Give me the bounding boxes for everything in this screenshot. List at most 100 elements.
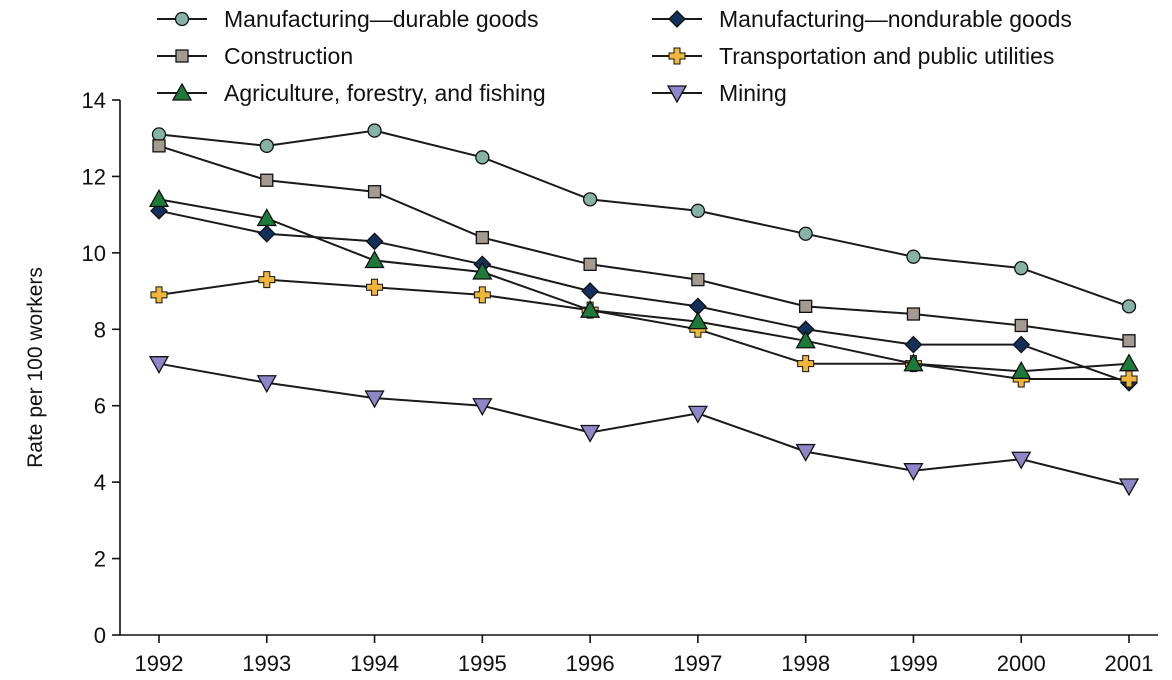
x-axis-ticks: 1992 1993 1994 1995 1996 1997 1998 1999 2000 2001	[135, 635, 1154, 676]
series-layer	[148, 123, 1140, 497]
x-tick-label: 1998	[781, 651, 830, 676]
data-point	[691, 272, 705, 287]
x-tick-label: 2001	[1105, 651, 1154, 676]
data-point	[1122, 334, 1136, 348]
legend-label: Agriculture, forestry, and fishing	[224, 80, 546, 106]
data-point	[797, 355, 815, 373]
series-manufacturing-durable-goods	[151, 123, 1137, 314]
data-point	[475, 230, 489, 245]
data-point	[579, 299, 601, 318]
y-tick-label: 14	[82, 88, 106, 113]
data-point	[364, 250, 385, 269]
data-point	[259, 138, 274, 154]
y-tick-label: 10	[82, 241, 106, 266]
data-point	[581, 282, 600, 300]
data-point	[1011, 451, 1032, 470]
data-point	[795, 443, 816, 462]
x-tick-label: 1999	[889, 651, 938, 676]
data-point	[366, 278, 384, 296]
data-point	[148, 356, 170, 375]
legend-marker	[668, 47, 686, 65]
y-tick-label: 4	[94, 470, 106, 495]
data-point	[903, 353, 924, 372]
series-line	[158, 278, 1129, 380]
data-point	[798, 226, 813, 241]
legend-marker	[174, 11, 190, 27]
data-point	[799, 299, 813, 314]
legend-item: Mining	[652, 80, 787, 106]
series-line	[158, 362, 1130, 487]
series-construction	[152, 139, 1136, 348]
legend-marker	[666, 85, 688, 104]
legend-item: Manufacturing—nondurable goods	[652, 6, 1072, 32]
data-point	[148, 189, 170, 208]
x-tick-label: 1996	[566, 651, 615, 676]
data-point	[1012, 335, 1031, 354]
data-point	[906, 307, 921, 321]
data-point	[687, 311, 709, 330]
data-point	[906, 249, 921, 264]
data-point	[687, 405, 709, 424]
x-tick-label: 2000	[997, 651, 1046, 676]
legend-item: Agriculture, forestry, and fishing	[157, 80, 546, 106]
data-point	[904, 335, 923, 354]
data-point	[364, 390, 385, 409]
data-point	[473, 286, 491, 304]
data-point	[367, 185, 382, 199]
series-line	[158, 144, 1130, 342]
series-line	[158, 209, 1130, 384]
data-point	[151, 127, 167, 142]
data-point	[1120, 370, 1138, 388]
series-agriculture-forestry-and-fishing	[148, 189, 1140, 379]
x-tick-label: 1997	[673, 651, 722, 676]
data-point	[690, 203, 706, 218]
x-tick-label: 1993	[242, 651, 291, 676]
legend-item: Transportation and public utilities	[652, 43, 1054, 69]
y-tick-label: 6	[94, 394, 106, 419]
y-tick-label: 0	[94, 623, 106, 648]
y-tick-label: 8	[94, 317, 106, 342]
data-point	[256, 375, 277, 394]
series-line	[158, 129, 1130, 308]
legend-marker	[668, 10, 686, 28]
data-point	[472, 261, 493, 280]
series-manufacturing-nondurable-goods	[150, 201, 1138, 392]
data-point	[582, 192, 598, 207]
legend-label: Mining	[719, 80, 787, 106]
axes: 0 2 4 6 8 10 12 14 1992 1993 1994 1995 1996 1997 1998…	[24, 88, 1158, 676]
legend-label: Manufacturing—nondurable goods	[719, 6, 1072, 32]
legend-label: Manufacturing—durable goods	[224, 6, 539, 32]
series-mining	[148, 356, 1140, 497]
legend: Manufacturing—durable goods Manufacturing…	[157, 6, 1072, 106]
data-point	[903, 463, 924, 482]
y-axis-ticks: 0 2 4 6 8 10 12 14	[82, 88, 120, 648]
data-point	[1118, 478, 1140, 497]
x-tick-label: 1995	[458, 651, 507, 676]
y-tick-label: 2	[94, 547, 106, 572]
data-point	[472, 398, 493, 417]
data-point	[1014, 318, 1028, 333]
x-tick-label: 1994	[350, 651, 399, 676]
data-point	[475, 150, 490, 165]
data-point	[583, 257, 597, 271]
data-point	[1121, 299, 1137, 314]
data-point	[1118, 353, 1140, 372]
legend-marker	[171, 82, 193, 101]
data-point	[365, 232, 384, 251]
data-point	[795, 330, 816, 349]
data-point	[367, 123, 382, 138]
series-line	[158, 198, 1130, 373]
legend-label: Construction	[224, 43, 353, 69]
data-point	[257, 224, 276, 243]
y-tick-label: 12	[82, 164, 106, 189]
x-tick-label: 1992	[135, 651, 184, 676]
legend-item: Construction	[157, 43, 353, 69]
data-point	[256, 208, 277, 227]
data-point	[150, 286, 168, 304]
legend-label: Transportation and public utilities	[719, 43, 1054, 69]
data-point	[260, 173, 274, 187]
legend-item: Manufacturing—durable goods	[157, 6, 539, 32]
data-point	[1011, 360, 1032, 379]
